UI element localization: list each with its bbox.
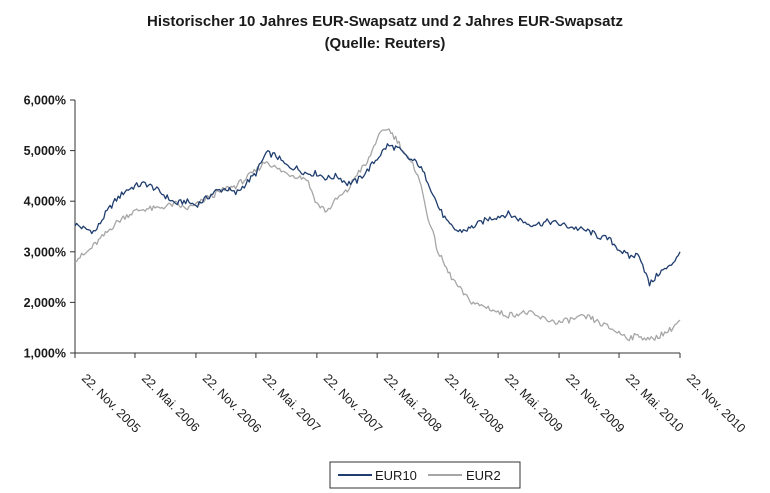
x-tick-label: 22. Nov. 2008 — [442, 371, 506, 435]
x-tick-label: 22. Mai. 2008 — [381, 371, 444, 434]
y-tick-label: 1,000% — [24, 347, 66, 361]
series-lines — [74, 128, 681, 342]
y-tick-label: 4,000% — [24, 195, 66, 209]
chart-title: Historischer 10 Jahres EUR-Swapsatz und … — [147, 13, 623, 30]
x-tick-label: 22. Nov. 2005 — [79, 371, 143, 435]
x-tick-label: 22. Mai. 2006 — [139, 371, 202, 434]
y-tick-label: 3,000% — [24, 245, 66, 259]
y-axis: 1,000% 2,000% 3,000% 4,000% 5,000% 6,000% — [24, 94, 76, 361]
legend-label-eur2: EUR2 — [466, 468, 501, 483]
y-tick-label: 5,000% — [24, 144, 66, 158]
x-tick-label: 22. Nov. 2006 — [200, 371, 264, 435]
chart-subtitle: (Quelle: Reuters) — [325, 35, 446, 52]
y-tick-label: 6,000% — [24, 94, 66, 108]
x-tick-label: 22. Nov. 2009 — [563, 371, 627, 435]
x-tick-label: 22. Mai. 2009 — [502, 371, 565, 434]
x-tick-label: 22. Mai. 2010 — [623, 371, 686, 434]
x-tick-label: 22. Nov. 2010 — [684, 371, 748, 435]
y-tick-label: 2,000% — [24, 296, 66, 310]
legend-label-eur10: EUR10 — [375, 468, 417, 483]
x-tick-label: 22. Nov. 2007 — [321, 371, 385, 435]
legend: EUR10 EUR2 — [329, 461, 521, 489]
series-line-eur2 — [74, 128, 681, 342]
series-line-eur10 — [74, 143, 681, 287]
x-tick-label: 22. Mai. 2007 — [260, 371, 323, 434]
